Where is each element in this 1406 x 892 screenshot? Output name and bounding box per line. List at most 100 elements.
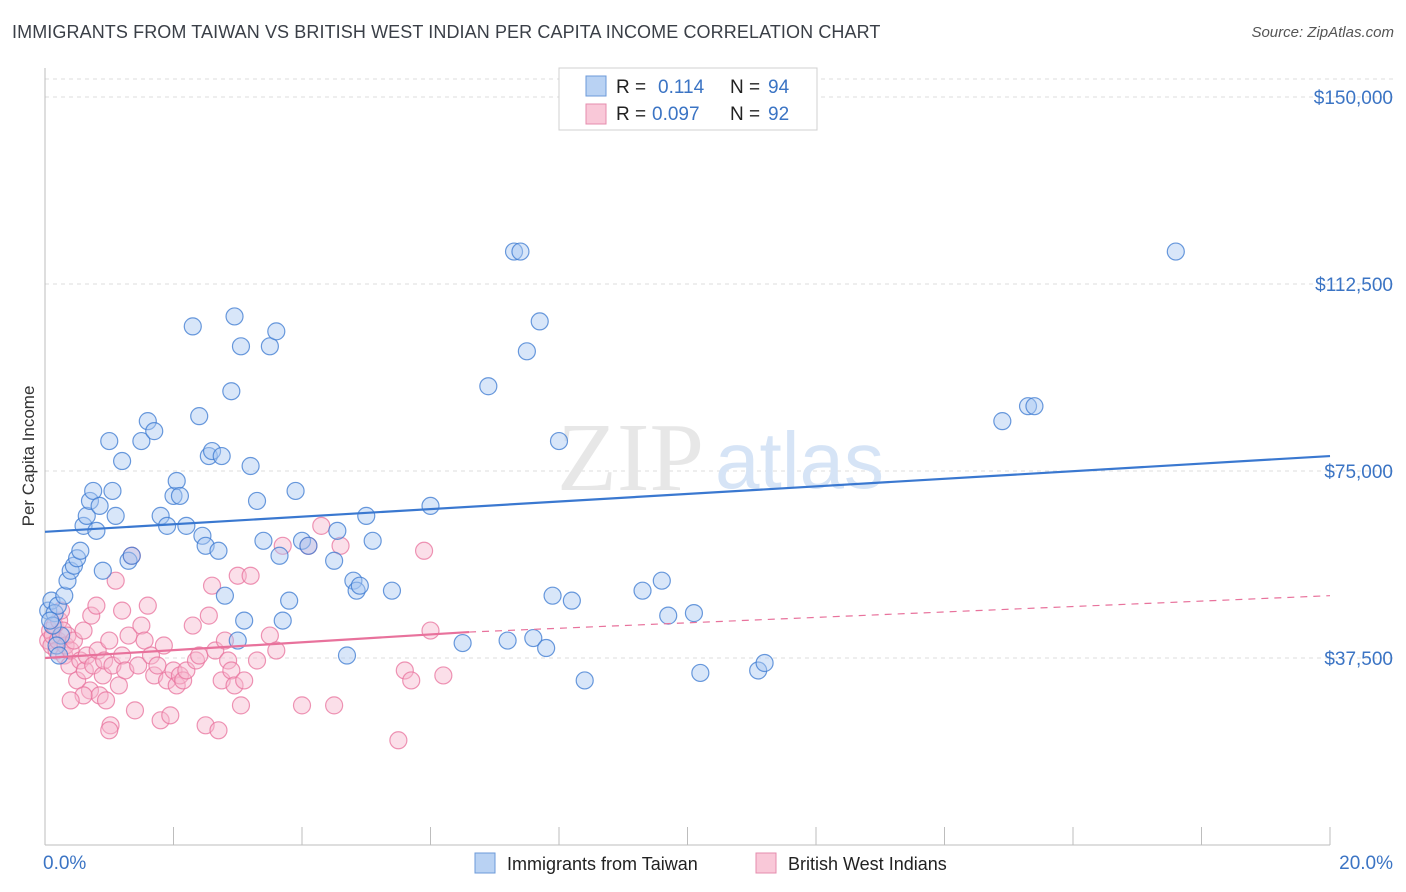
point-taiwan: [84, 481, 103, 501]
point-bwi: [312, 516, 331, 535]
point-taiwan: [363, 531, 382, 550]
point-bwi: [151, 711, 170, 730]
point-taiwan: [202, 441, 222, 461]
point-taiwan: [80, 491, 100, 511]
watermark-zip: ZIP: [557, 404, 704, 512]
point-taiwan: [543, 586, 562, 605]
point-bwi: [84, 656, 103, 675]
point-taiwan: [170, 486, 190, 506]
point-bwi: [87, 596, 106, 615]
legend-r-label-2: R =: [616, 104, 646, 125]
point-bwi: [93, 666, 112, 685]
point-bwi: [421, 621, 440, 640]
x-tick-label: 20.0%: [1339, 853, 1393, 874]
legend-r-label-1: R =: [616, 77, 646, 98]
trend-line-taiwan: [44, 454, 1331, 533]
point-taiwan: [453, 633, 472, 653]
point-taiwan: [254, 531, 273, 550]
point-bwi: [414, 541, 434, 560]
point-taiwan: [273, 611, 292, 630]
point-bwi: [82, 606, 101, 625]
point-bwi: [434, 666, 453, 685]
point-taiwan: [530, 312, 549, 331]
point-bwi: [106, 571, 125, 590]
point-taiwan: [100, 431, 119, 451]
axes: [44, 68, 1331, 846]
point-taiwan: [479, 377, 498, 396]
point-taiwan: [132, 431, 151, 451]
point-taiwan: [755, 653, 774, 673]
point-bwi: [161, 706, 180, 725]
point-bwi: [273, 536, 292, 555]
trend-line-bwi-extension: [469, 595, 1331, 633]
point-taiwan: [575, 671, 594, 690]
point-taiwan: [50, 646, 69, 665]
point-bwi: [209, 721, 228, 740]
point-bwi: [74, 621, 93, 640]
tick-labels: $37,500 $75,000 $112,500 $150,000 0.0% 20.0%: [43, 88, 1393, 874]
point-bwi: [183, 616, 202, 635]
point-bwi: [215, 631, 234, 650]
point-bwi: [202, 576, 222, 595]
point-taiwan: [267, 322, 286, 341]
point-bwi: [219, 651, 238, 670]
point-bwi: [325, 696, 344, 715]
point-taiwan: [524, 628, 543, 648]
chart-title: IMMIGRANTS FROM TAIWAN VS BRITISH WEST I…: [12, 22, 881, 42]
point-taiwan: [199, 446, 218, 466]
point-taiwan: [652, 571, 671, 590]
point-taiwan: [71, 541, 90, 560]
point-taiwan: [511, 242, 530, 261]
point-bwi: [109, 676, 128, 695]
point-taiwan: [193, 526, 212, 545]
point-bwi: [177, 661, 196, 680]
legend-swatch-blue: [585, 75, 607, 97]
point-bwi: [100, 721, 119, 740]
point-taiwan: [225, 307, 244, 326]
point-taiwan: [280, 591, 299, 610]
x-tick-label: 0.0%: [43, 853, 86, 874]
point-bwi: [231, 696, 251, 715]
point-taiwan: [228, 631, 247, 650]
point-taiwan: [1018, 397, 1038, 416]
point-bwi: [395, 661, 414, 680]
point-taiwan: [659, 606, 678, 625]
point-bwi: [225, 676, 244, 695]
point-taiwan: [164, 486, 183, 506]
point-bwi: [112, 601, 132, 620]
legend-swatch-pink: [585, 103, 607, 125]
point-taiwan: [562, 591, 581, 610]
point-taiwan: [247, 491, 267, 511]
point-taiwan: [106, 506, 125, 525]
legend-n-label-1: N =: [730, 77, 760, 98]
y-tick-label: $150,000: [1314, 88, 1393, 109]
point-taiwan: [421, 496, 440, 516]
point-taiwan: [270, 546, 289, 565]
point-taiwan: [103, 481, 122, 501]
legend-n-label-2: N =: [730, 104, 760, 125]
point-bwi: [222, 661, 241, 680]
y-tick-label: $75,000: [1324, 462, 1393, 483]
point-taiwan: [87, 521, 106, 540]
point-taiwan: [190, 407, 209, 426]
point-taiwan: [77, 506, 96, 525]
point-taiwan: [325, 551, 344, 570]
point-bwi: [125, 701, 145, 720]
point-bwi: [96, 691, 116, 710]
point-bwi: [331, 536, 350, 555]
point-taiwan: [145, 422, 164, 441]
point-bwi: [135, 631, 154, 650]
point-taiwan: [1166, 242, 1185, 261]
point-taiwan: [241, 456, 260, 476]
point-taiwan: [299, 536, 318, 555]
point-taiwan: [260, 337, 279, 356]
point-taiwan: [167, 471, 186, 491]
point-bwi: [228, 566, 247, 585]
legend-n-value-2: 92: [768, 104, 789, 125]
point-taiwan: [41, 611, 60, 630]
point-taiwan: [177, 516, 196, 535]
point-bwi: [129, 656, 148, 675]
point-taiwan: [215, 586, 234, 605]
point-bwi: [389, 731, 408, 750]
